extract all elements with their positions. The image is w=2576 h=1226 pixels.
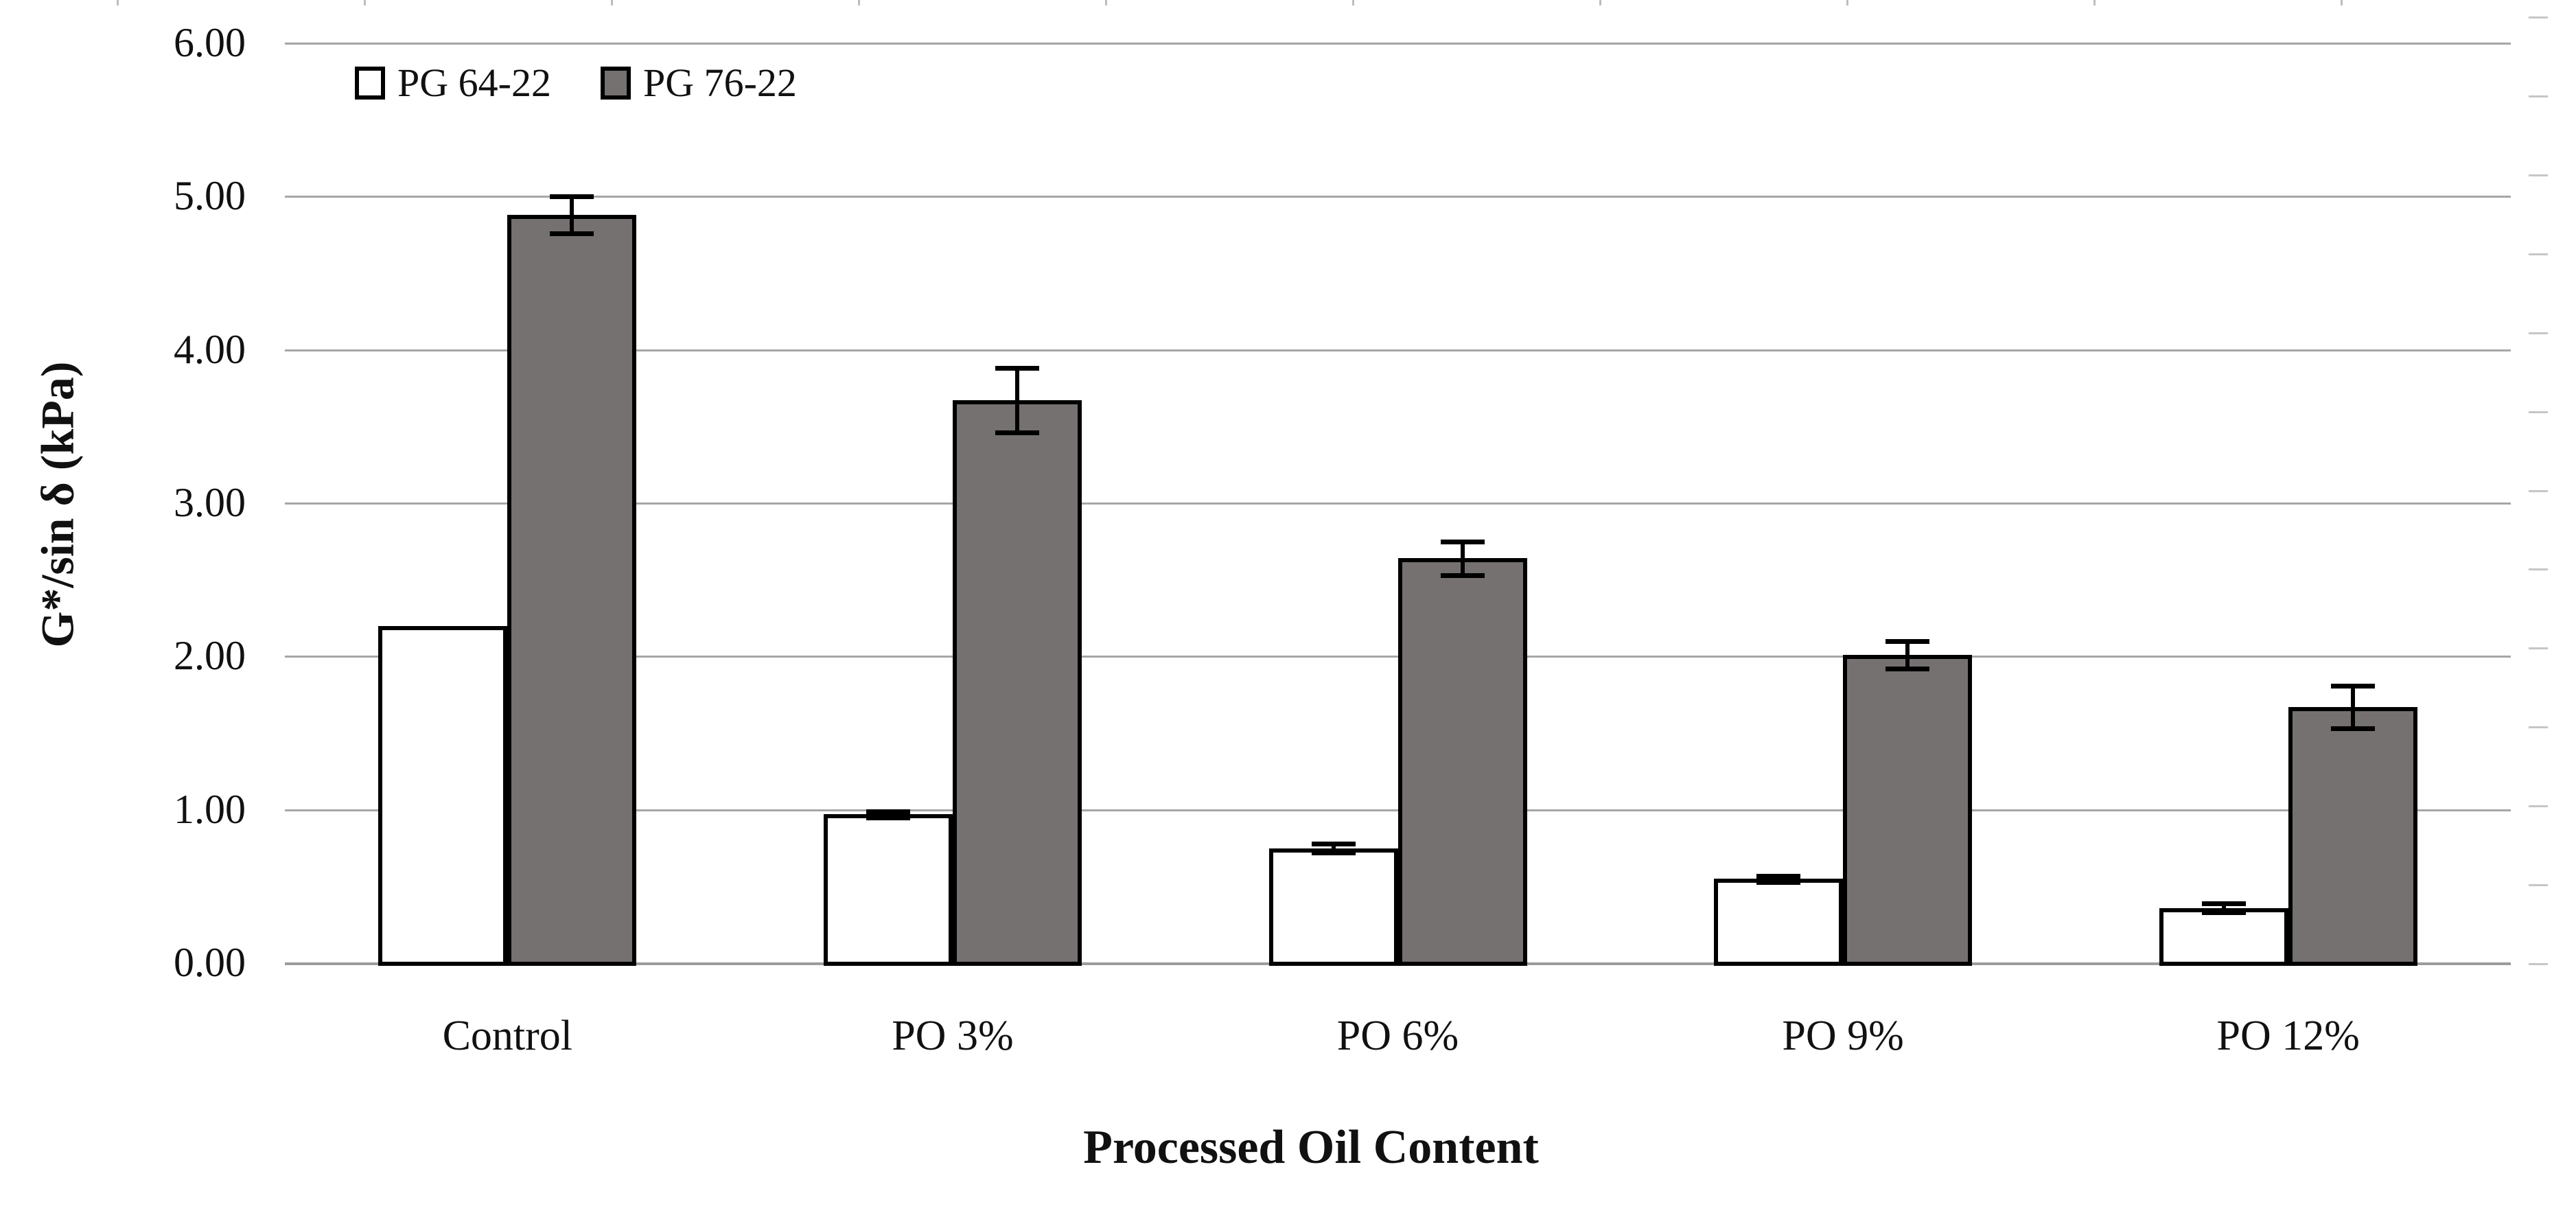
error-bar-pg-76-22-po-6 [1460, 541, 1465, 575]
error-bar-cap [1756, 879, 1801, 885]
bar-pg-76-22-po-12 [2288, 707, 2417, 966]
bar-pg-76-22-po-9 [1843, 655, 1973, 966]
y-axis-tick-label: 6.00 [174, 20, 246, 65]
bar-pg-64-22-po-6 [1268, 848, 1398, 966]
right-minor-tick [2529, 410, 2548, 413]
bar-pg-64-22-po-3 [823, 814, 953, 966]
bar-pg-76-22-control [507, 215, 637, 966]
error-bar-cap [1885, 667, 1930, 672]
error-bar-cap [550, 194, 594, 200]
error-bar-cap [1885, 639, 1930, 644]
error-bar-cap [2330, 683, 2375, 689]
error-bar-pg-64-22-po-9 [1776, 875, 1781, 882]
legend-swatch-pg-76-22 [600, 67, 631, 100]
top-edge-artifact [611, 0, 613, 5]
top-edge-artifact [364, 0, 366, 5]
error-bar-cap [1756, 873, 1801, 879]
x-axis-category-label: PO 9% [1782, 1013, 1904, 1059]
right-minor-tick [2529, 884, 2548, 887]
legend-label-pg-76-22: PG 76-22 [642, 60, 797, 105]
x-axis-category-label: Control [442, 1013, 573, 1059]
top-edge-artifact [2341, 0, 2343, 5]
top-edge-artifact [1352, 0, 1354, 5]
error-bar-cap [995, 366, 1039, 371]
right-minor-tick [2529, 95, 2548, 97]
bar-pg-64-22-control [378, 625, 508, 966]
legend-item-pg-76-22: PG 76-22 [600, 60, 797, 105]
y-axis-tick-label: 2.00 [174, 633, 246, 679]
error-bar-cap [1440, 572, 1485, 578]
gridline [285, 196, 2511, 198]
top-edge-artifact [2093, 0, 2096, 5]
error-bar-pg-76-22-po-12 [2350, 685, 2355, 729]
y-axis-tick-label: 4.00 [174, 326, 246, 372]
y-axis-tick-label: 0.00 [174, 940, 246, 985]
right-minor-tick [2529, 253, 2548, 255]
error-bar-pg-76-22-control [570, 196, 575, 233]
y-axis-tick-label: 3.00 [174, 480, 246, 525]
right-minor-tick [2529, 332, 2548, 334]
right-minor-tick [2529, 805, 2548, 808]
gridline [285, 502, 2511, 505]
error-bar-pg-76-22-po-9 [1905, 641, 1910, 669]
error-bar-cap [2201, 901, 2246, 906]
bar-pg-76-22-po-6 [1397, 558, 1527, 966]
legend-label-pg-64-22: PG 64-22 [397, 60, 551, 105]
legend: PG 64-22 PG 76-22 [355, 63, 797, 103]
gridline [285, 43, 2511, 45]
y-axis-tick-label: 5.00 [174, 173, 246, 219]
bar-pg-76-22-po-3 [952, 400, 1082, 966]
error-bar-pg-64-22-po-12 [2221, 903, 2226, 913]
error-bar-cap [866, 809, 910, 814]
legend-item-pg-64-22: PG 64-22 [355, 63, 551, 103]
x-axis-title: Processed Oil Content [1083, 1121, 1539, 1174]
error-bar-pg-64-22-po-6 [1331, 843, 1336, 853]
top-edge-artifact [858, 0, 860, 5]
right-minor-tick [2529, 489, 2548, 492]
top-edge-artifact [1599, 0, 1601, 5]
top-edge-artifact [1105, 0, 1107, 5]
error-bar-cap [1311, 851, 1356, 856]
legend-swatch-pg-64-22 [355, 67, 385, 100]
top-edge-artifact [117, 0, 119, 5]
right-minor-tick [2529, 963, 2548, 965]
error-bar-cap [1311, 841, 1356, 846]
bar-pg-64-22-po-9 [1714, 879, 1844, 966]
error-bar-pg-76-22-po-3 [1014, 368, 1019, 433]
bar-pg-64-22-po-12 [2159, 907, 2288, 966]
right-minor-tick [2529, 174, 2548, 176]
x-axis-category-label: PO 6% [1336, 1013, 1459, 1059]
error-bar-pg-64-22-po-3 [885, 811, 890, 818]
error-bar-cap [1440, 539, 1485, 544]
y-axis-tick-label: 1.00 [174, 786, 246, 832]
top-edge-artifact [1846, 0, 1848, 5]
error-bar-cap [995, 430, 1039, 436]
right-minor-tick [2529, 647, 2548, 650]
error-bar-cap [2330, 726, 2375, 732]
right-minor-tick [2529, 16, 2548, 19]
right-minor-tick [2529, 568, 2548, 571]
gridline [285, 349, 2511, 351]
error-bar-cap [550, 231, 594, 236]
error-bar-cap [2201, 910, 2246, 916]
x-axis-category-label: PO 3% [892, 1013, 1014, 1059]
right-minor-tick [2529, 726, 2548, 729]
x-axis-category-label: PO 12% [2216, 1013, 2360, 1059]
error-bar-cap [866, 815, 910, 820]
